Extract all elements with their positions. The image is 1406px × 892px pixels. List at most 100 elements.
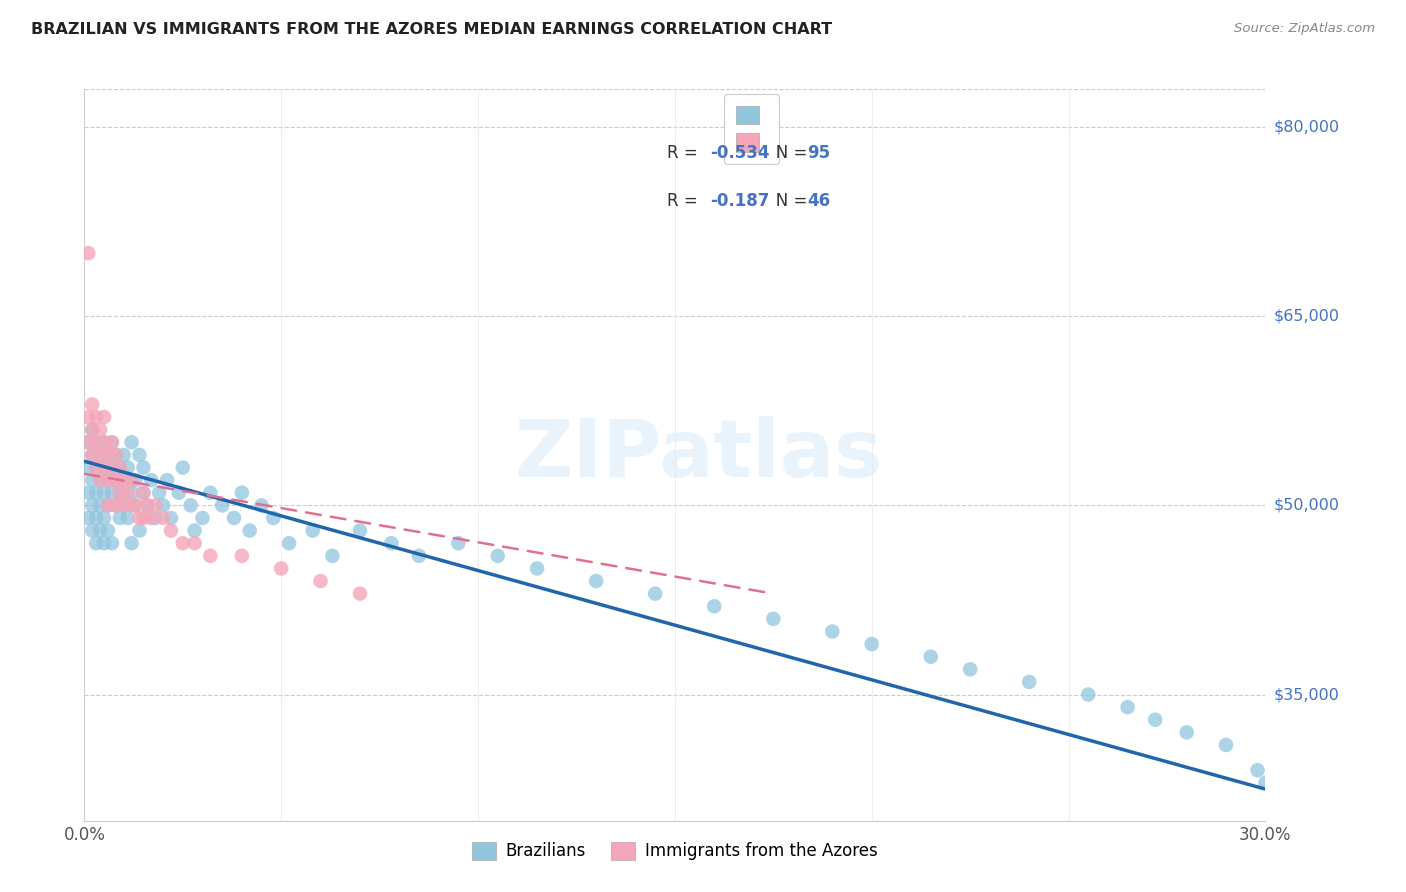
Point: [1215, 738, 1237, 752]
Point: [97, 499, 120, 513]
Point: [108, 460, 131, 475]
Point: [112, 473, 135, 487]
Point: [89, 473, 111, 487]
Point: [160, 511, 183, 525]
Point: [860, 637, 883, 651]
Point: [93, 460, 115, 475]
Text: N =: N =: [759, 192, 813, 210]
Point: [97, 473, 120, 487]
Point: [132, 511, 155, 525]
Point: [128, 511, 150, 525]
Point: [93, 460, 115, 475]
Point: [250, 499, 273, 513]
Point: [644, 587, 666, 601]
Text: -0.187: -0.187: [710, 192, 769, 210]
Point: [101, 435, 124, 450]
Point: [349, 524, 371, 538]
Point: [108, 485, 131, 500]
Point: [200, 485, 222, 500]
Point: [703, 599, 725, 614]
Point: [82, 524, 104, 538]
Point: [77, 435, 100, 450]
Point: [200, 549, 222, 563]
Point: [526, 561, 548, 575]
Point: [101, 536, 124, 550]
Point: [301, 524, 323, 538]
Point: [920, 649, 942, 664]
Text: 95: 95: [807, 145, 831, 162]
Point: [112, 499, 135, 513]
Point: [124, 499, 146, 513]
Point: [101, 485, 124, 500]
Point: [89, 499, 111, 513]
Point: [349, 587, 371, 601]
Point: [447, 536, 470, 550]
Point: [93, 435, 115, 450]
Point: [486, 549, 509, 563]
Text: ZIPatlas: ZIPatlas: [515, 416, 883, 494]
Point: [82, 423, 104, 437]
Point: [128, 448, 150, 462]
Point: [104, 473, 127, 487]
Point: [77, 485, 100, 500]
Text: R =: R =: [666, 192, 703, 210]
Point: [152, 499, 174, 513]
Point: [77, 511, 100, 525]
Point: [121, 473, 143, 487]
Point: [82, 397, 104, 411]
Point: [84, 460, 107, 475]
Point: [231, 485, 253, 500]
Point: [1018, 674, 1040, 689]
Point: [84, 435, 107, 450]
Point: [82, 499, 104, 513]
Point: [108, 511, 131, 525]
Point: [97, 524, 120, 538]
Text: BRAZILIAN VS IMMIGRANTS FROM THE AZORES MEDIAN EARNINGS CORRELATION CHART: BRAZILIAN VS IMMIGRANTS FROM THE AZORES …: [31, 22, 832, 37]
Point: [152, 511, 174, 525]
Point: [959, 662, 981, 676]
Point: [408, 549, 430, 563]
Point: [82, 423, 104, 437]
Point: [211, 499, 233, 513]
Point: [585, 574, 607, 588]
Point: [84, 410, 107, 425]
Point: [97, 448, 120, 462]
Point: [1175, 725, 1198, 739]
Point: [1144, 713, 1167, 727]
Point: [124, 473, 146, 487]
Point: [121, 499, 143, 513]
Point: [84, 485, 107, 500]
Point: [93, 536, 115, 550]
Point: [128, 524, 150, 538]
Point: [104, 473, 127, 487]
Point: [156, 473, 179, 487]
Point: [77, 410, 100, 425]
Point: [172, 460, 194, 475]
Point: [136, 499, 159, 513]
Point: [93, 410, 115, 425]
Point: [101, 435, 124, 450]
Point: [101, 460, 124, 475]
Point: [84, 511, 107, 525]
Point: [278, 536, 301, 550]
Point: [89, 473, 111, 487]
Point: [321, 549, 343, 563]
Text: $65,000: $65,000: [1274, 309, 1340, 324]
Point: [117, 485, 139, 500]
Point: [82, 448, 104, 462]
Point: [112, 499, 135, 513]
Point: [183, 536, 205, 550]
Text: R =: R =: [666, 145, 703, 162]
Text: N =: N =: [759, 145, 813, 162]
Point: [160, 524, 183, 538]
Text: -0.534: -0.534: [710, 145, 770, 162]
Point: [104, 499, 127, 513]
Point: [183, 524, 205, 538]
Point: [93, 485, 115, 500]
Text: $80,000: $80,000: [1274, 120, 1340, 135]
Point: [143, 511, 166, 525]
Point: [97, 473, 120, 487]
Point: [191, 511, 214, 525]
Point: [101, 460, 124, 475]
Point: [77, 435, 100, 450]
